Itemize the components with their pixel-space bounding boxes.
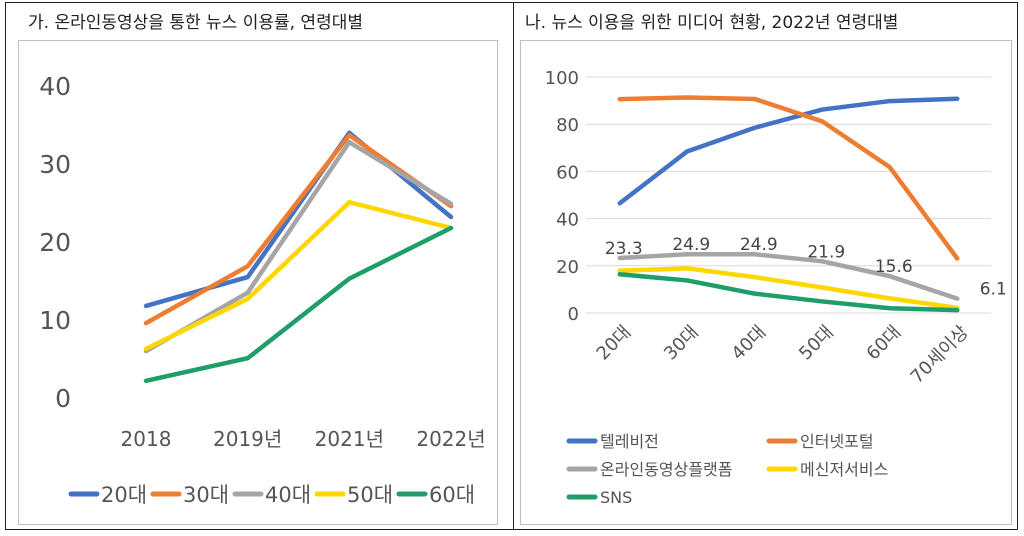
x-tick-label: 2021년 — [315, 427, 384, 451]
series-line — [143, 199, 454, 352]
data-label: 24.9 — [672, 235, 710, 255]
series-line — [143, 132, 454, 326]
y-tick-label: 30 — [39, 150, 71, 179]
x-tick-label: 40대 — [728, 322, 771, 365]
figure-frame — [5, 2, 1018, 530]
legend-label: 온라인동영상플랫폼 — [600, 460, 732, 479]
y-tick-label: 100 — [545, 68, 579, 89]
series-line — [617, 272, 960, 313]
legend-label: 50대 — [347, 483, 393, 507]
legend-label: 인터넷포털 — [800, 432, 874, 451]
data-label: 6.1 — [980, 280, 1007, 300]
y-tick-label: 20 — [39, 228, 71, 257]
y-tick-label: 40 — [556, 210, 579, 231]
x-tick-label: 60대 — [863, 322, 906, 365]
data-label: 23.3 — [605, 239, 643, 259]
legend-label: 30대 — [183, 483, 229, 507]
legend-label: 60대 — [429, 483, 475, 507]
x-tick-label: 2022년 — [416, 427, 485, 451]
legend-label: 20대 — [101, 483, 147, 507]
x-tick-label: 2019년 — [213, 427, 282, 451]
y-tick-label: 0 — [55, 384, 71, 413]
x-tick-label: 20대 — [593, 322, 636, 365]
data-label: 21.9 — [807, 242, 845, 262]
legend-label: SNS — [600, 488, 632, 507]
series-line — [617, 251, 960, 301]
series-line — [617, 96, 960, 206]
x-tick-label: 70세이상 — [907, 322, 973, 388]
left-line-chart: 0 10 20 30 40 2018 2019년 2021년 2022년 20대 30대 40대 50대… — [39, 72, 485, 507]
legend-label: 텔레비전 — [600, 432, 659, 451]
data-label: 15.6 — [875, 257, 913, 277]
x-tick-label: 2018 — [121, 427, 172, 451]
x-tick-label: 30대 — [660, 322, 703, 365]
left-panel-title: 가. 온라인동영상을 통한 뉴스 이용률, 연령대별 — [28, 13, 363, 33]
series-line — [617, 95, 960, 261]
right-panel-title: 나. 뉴스 이용을 위한 미디어 현황, 2022년 연령대별 — [525, 13, 899, 33]
legend-label: 메신저서비스 — [800, 460, 888, 479]
y-tick-label: 0 — [568, 304, 579, 325]
series-line — [143, 225, 454, 384]
data-label: 24.9 — [740, 235, 778, 255]
y-tick-label: 20 — [556, 257, 579, 278]
legend-label: 40대 — [265, 483, 311, 507]
x-tick-label: 50대 — [795, 322, 838, 365]
series-line — [617, 266, 960, 311]
panel-divider — [513, 2, 514, 530]
y-tick-label: 40 — [39, 72, 71, 101]
y-tick-label: 80 — [556, 115, 579, 136]
y-tick-label: 10 — [39, 306, 71, 335]
right-chart-area: 0 20 40 60 80 100 20대 30대 40대 50대 60대 70세이상 23.3 24.9… — [520, 40, 1012, 525]
right-line-chart: 0 20 40 60 80 100 20대 30대 40대 50대 60대 70세이상 23.3 24.9… — [545, 68, 1007, 507]
left-chart-area: 0 10 20 30 40 2018 2019년 2021년 2022년 20대 30대 40대 50대… — [18, 40, 498, 525]
y-tick-label: 60 — [556, 162, 579, 183]
